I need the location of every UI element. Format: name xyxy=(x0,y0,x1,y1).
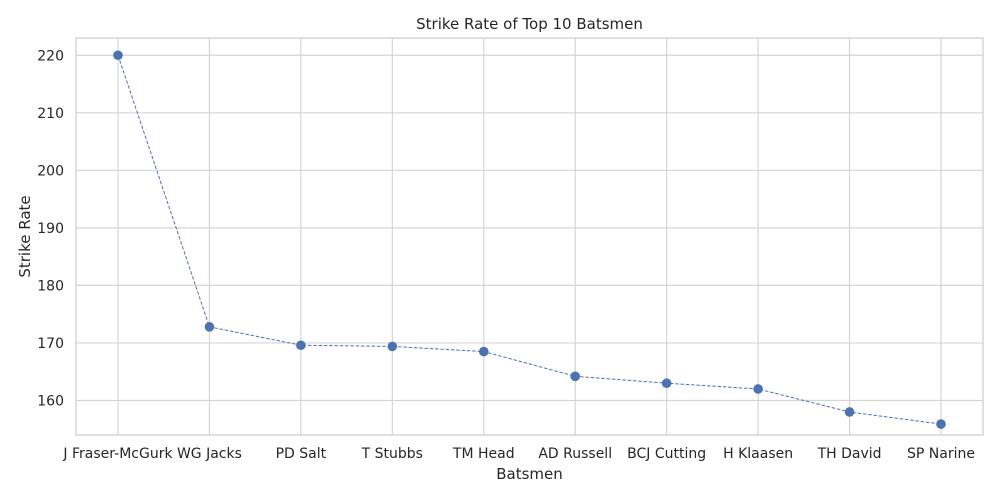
data-point xyxy=(661,378,672,389)
data-point xyxy=(478,346,489,357)
x-tick-label: WG Jacks xyxy=(177,446,242,462)
x-tick-label: J Fraser-McGurk xyxy=(62,446,173,462)
y-tick-label: 180 xyxy=(37,278,64,294)
data-point xyxy=(204,322,215,332)
data-point xyxy=(296,340,306,351)
y-gridlines xyxy=(76,54,983,402)
data-point xyxy=(844,407,855,417)
y-tick-label: 200 xyxy=(37,163,64,179)
y-tick-label: 170 xyxy=(37,336,64,352)
y-axis-label: Strike Rate xyxy=(16,195,34,277)
plot-frame xyxy=(75,37,984,436)
plot-background xyxy=(76,38,983,435)
y-tick-label: 220 xyxy=(37,48,64,64)
y-tick-labels: 160 170 180 190 200 210 220 xyxy=(37,48,64,409)
data-point xyxy=(387,341,398,352)
y-tick-label: 210 xyxy=(37,106,64,122)
data-point xyxy=(570,371,581,382)
y-tick-label: 190 xyxy=(37,221,64,237)
series-layer xyxy=(113,50,946,429)
series-line xyxy=(117,55,942,425)
x-tick-label: SP Narine xyxy=(907,446,975,462)
data-point xyxy=(753,384,763,394)
x-tick-label: AD Russell xyxy=(538,446,612,462)
data-point xyxy=(113,50,123,61)
x-tick-label: TH David xyxy=(817,446,882,462)
x-axis-label: Batsmen xyxy=(496,465,563,483)
x-tick-label: T Stubbs xyxy=(361,446,423,462)
data-point xyxy=(936,419,946,429)
x-tick-label: TM Head xyxy=(452,446,515,462)
y-tick-label: 160 xyxy=(37,393,64,409)
x-tick-label: PD Salt xyxy=(276,446,327,462)
x-tick-label: BCJ Cutting xyxy=(627,446,706,462)
x-gridlines xyxy=(117,38,942,435)
x-tick-labels: J Fraser-McGurk WG Jacks PD Salt T Stubbs TM… xyxy=(62,446,975,462)
x-tick-label: H Klaasen xyxy=(723,446,793,462)
chart-title: Strike Rate of Top 10 Batsmen xyxy=(416,15,643,33)
